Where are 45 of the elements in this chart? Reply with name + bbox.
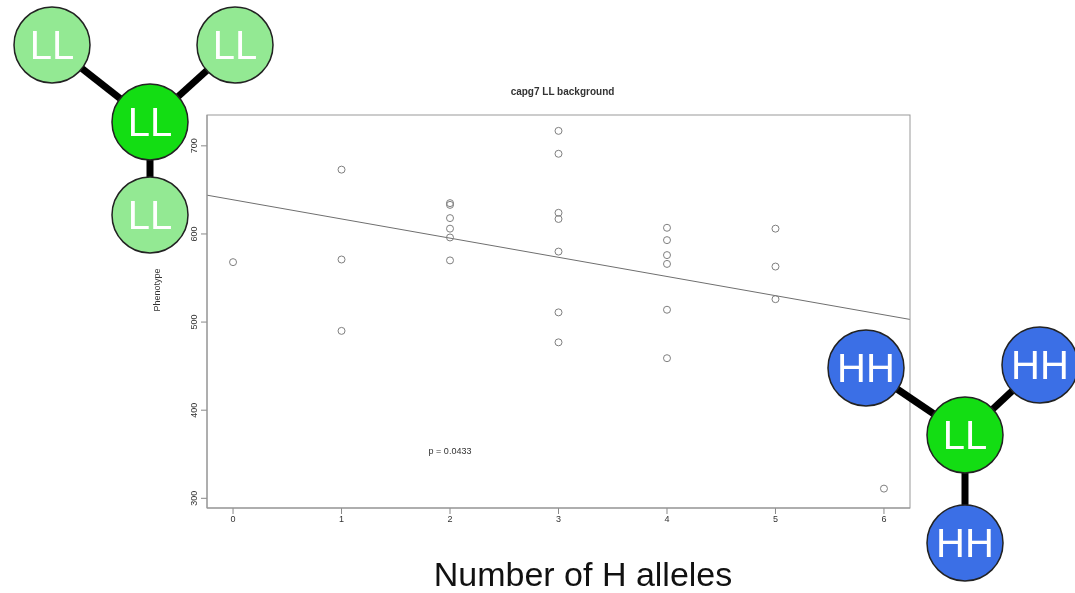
point <box>446 224 455 233</box>
point <box>446 233 455 242</box>
x-tick-label: 3 <box>555 514 562 525</box>
y-tick-label: 500 <box>189 314 199 330</box>
x-tick-label: 5 <box>772 514 778 525</box>
text: HH <box>936 521 994 565</box>
x-tick-label: 4 <box>664 514 670 525</box>
point <box>662 259 671 268</box>
point <box>446 214 455 223</box>
point <box>879 484 888 493</box>
point <box>337 165 346 174</box>
x-tick-label: 1 <box>339 514 345 525</box>
point <box>554 208 563 217</box>
point <box>554 247 563 256</box>
text: LL <box>942 413 988 457</box>
point <box>554 338 563 347</box>
point <box>662 223 671 232</box>
point <box>337 326 346 335</box>
point <box>446 256 455 265</box>
point <box>554 214 563 223</box>
annotation: p = 0.0433 <box>428 446 472 457</box>
point <box>771 262 780 271</box>
point <box>662 354 671 363</box>
text: HH <box>1011 343 1069 387</box>
point <box>337 255 346 264</box>
y-tick-label: 700 <box>189 138 199 154</box>
point <box>229 258 238 267</box>
annotation: HH <box>837 346 895 390</box>
point <box>662 251 671 260</box>
y-axis-title: Phenotype <box>152 268 163 312</box>
y-tick-label: 600 <box>189 226 199 242</box>
x-tick-label: 6 <box>881 514 887 525</box>
point <box>554 126 563 135</box>
x-axis-title: Number of H alleles <box>433 555 733 593</box>
chart-title: capg7 LL background <box>510 86 615 97</box>
x-tick-label: 2 <box>447 514 453 525</box>
point <box>554 308 563 317</box>
point <box>662 305 671 314</box>
x-tick-label: 0 <box>230 514 236 525</box>
point <box>771 224 780 233</box>
point <box>771 295 780 304</box>
point <box>554 149 563 158</box>
point <box>662 236 671 245</box>
y-tick-label: 400 <box>189 402 199 418</box>
y-tick-label: 300 <box>189 490 199 506</box>
